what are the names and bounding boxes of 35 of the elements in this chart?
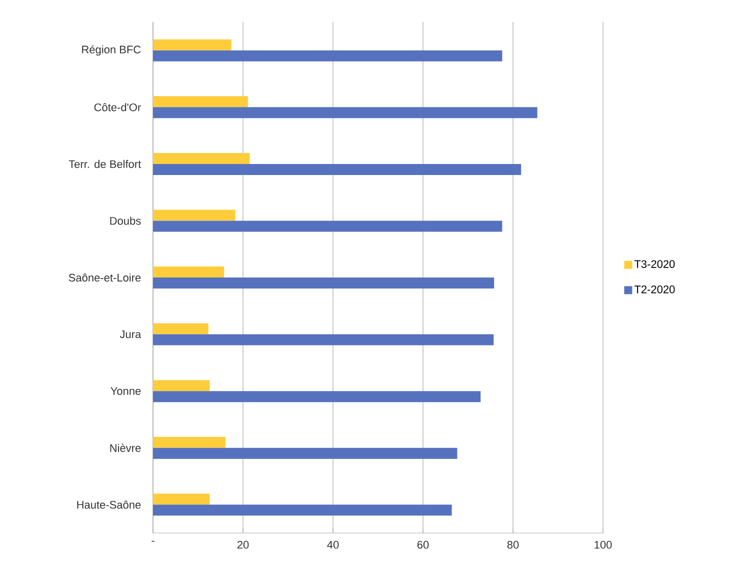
bar — [153, 152, 250, 164]
bar — [153, 220, 502, 232]
bar — [153, 323, 208, 334]
y-tick-label: Jura — [120, 330, 142, 338]
bar — [153, 391, 481, 402]
x-tick-label: 20 — [237, 540, 249, 549]
bar — [153, 107, 538, 118]
x-tick-label: - — [152, 540, 154, 542]
bar — [153, 448, 458, 459]
bar — [153, 436, 226, 448]
x-tick-label: 100 — [594, 540, 612, 549]
bar — [153, 164, 522, 175]
bar — [153, 504, 452, 516]
bar — [153, 278, 494, 289]
x-tick-label: 80 — [507, 540, 519, 549]
x-tick-label: 40 — [327, 540, 339, 549]
y-tick-label: Doubs — [110, 216, 141, 225]
bar — [153, 334, 494, 346]
y-tick-label: Côte-d'Or — [94, 103, 141, 112]
y-tick-label: Saône-et-Loire — [68, 273, 141, 282]
legend-label: T2-2020 — [634, 286, 675, 294]
bar — [153, 266, 224, 278]
bar — [153, 50, 502, 62]
bar — [153, 96, 248, 108]
y-tick-label: Nièvre — [110, 444, 141, 452]
bar — [153, 494, 210, 505]
legend-label: T3-2020 — [634, 260, 675, 268]
y-tick-label: Haute-Saône — [77, 500, 141, 509]
y-tick-label: Terr. de Belfort — [68, 160, 142, 168]
bar — [153, 210, 236, 221]
bar — [153, 380, 210, 392]
x-tick-label: 60 — [417, 540, 429, 549]
y-tick-label: Région BFC — [82, 45, 141, 56]
bar — [153, 39, 232, 50]
y-tick-label: Yonne — [110, 387, 141, 395]
